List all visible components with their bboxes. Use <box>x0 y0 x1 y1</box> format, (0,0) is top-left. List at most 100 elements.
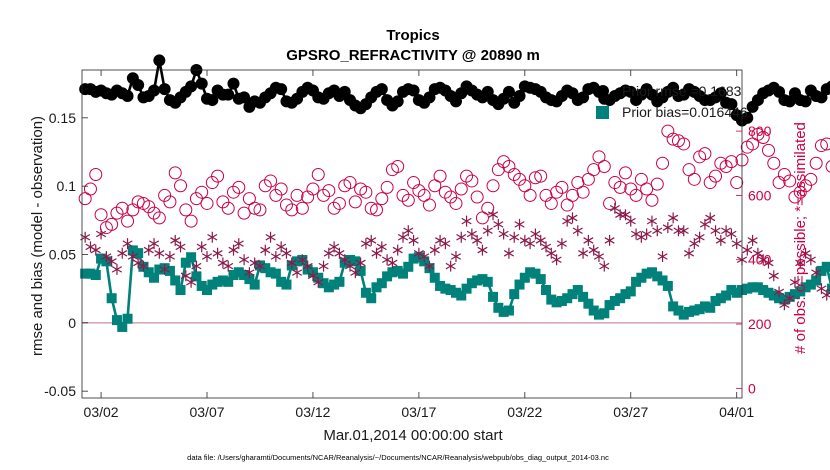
assimilated-point-37 <box>276 241 287 253</box>
possible-point-89 <box>550 185 564 199</box>
assimilated-point-34 <box>260 244 271 256</box>
x-tick-label: 03/22 <box>507 404 542 420</box>
rmse-point-28 <box>227 77 240 90</box>
possible-point-113 <box>677 137 691 151</box>
assimilated-point-116 <box>694 231 705 243</box>
assimilated-point-80 <box>503 247 514 259</box>
chart-subtitle: GPSRO_REFRACTIVITY @ 20890 m <box>286 47 540 64</box>
assimilated-point-51 <box>350 267 361 279</box>
possible-point-30 <box>237 206 251 220</box>
bias-point-48 <box>334 276 345 287</box>
possible-point-17 <box>168 166 182 180</box>
bias-point-57 <box>382 271 393 282</box>
bias-point-37 <box>276 276 287 287</box>
bias-point-103 <box>625 286 636 297</box>
bias-point-58 <box>387 267 398 278</box>
bias-point-27 <box>223 276 234 287</box>
assimilated-point-2 <box>90 244 101 256</box>
assimilated-point-45 <box>318 260 329 272</box>
assimilated-point-14 <box>154 247 165 259</box>
bias-point-101 <box>615 293 626 304</box>
bias-point-12 <box>143 267 154 278</box>
bias-point-13 <box>149 272 160 283</box>
bias-point-10 <box>133 248 144 259</box>
assimilated-point-96 <box>588 244 599 256</box>
assimilated-point-109 <box>657 251 668 263</box>
possible-point-104 <box>629 188 643 202</box>
assimilated-point-82 <box>514 218 525 230</box>
assimilated-point-99 <box>604 234 615 246</box>
assimilated-point-20 <box>186 276 197 288</box>
bias-point-140 <box>821 261 830 272</box>
possible-point-90 <box>555 180 569 194</box>
axes-box <box>81 69 743 399</box>
possible-point-27 <box>221 201 235 215</box>
bias-point-80 <box>503 305 514 316</box>
possible-point-94 <box>576 185 590 199</box>
assimilated-point-33 <box>254 260 266 272</box>
bias-point-95 <box>583 298 594 309</box>
possible-point-48 <box>332 196 346 210</box>
bias-point-88 <box>546 294 557 305</box>
bias-point-28 <box>228 270 239 280</box>
bias-point-17 <box>170 275 181 286</box>
bias-point-86 <box>535 274 546 285</box>
x-tick-label: 04/01 <box>719 404 754 420</box>
bias-point-60 <box>397 268 408 279</box>
possible-point-65 <box>422 198 436 212</box>
bias-point-18 <box>175 285 186 296</box>
possible-point-107 <box>645 193 659 207</box>
bias-point-0 <box>80 268 91 279</box>
possible-point-50 <box>343 176 357 190</box>
assimilated-point-64 <box>419 251 430 263</box>
possible-point-140 <box>820 137 830 151</box>
possible-point-100 <box>608 176 622 190</box>
assimilated-point-9 <box>127 251 138 263</box>
rmse-point-141 <box>826 80 830 93</box>
assimilated-point-55 <box>371 247 382 259</box>
bias-point-92 <box>567 289 578 300</box>
possible-point-10 <box>131 195 145 209</box>
assimilated-point-19 <box>180 270 191 282</box>
possible-point-39 <box>285 203 299 217</box>
possible-point-38 <box>279 198 293 212</box>
y-right-tick-label: 800 <box>748 123 772 139</box>
assimilated-point-23 <box>201 251 213 263</box>
bias-point-30 <box>239 270 250 280</box>
y-left-tick-label: 0 <box>68 315 76 331</box>
bias-point-26 <box>217 275 228 286</box>
assimilated-point-126 <box>747 234 758 246</box>
possible-point-35 <box>264 174 278 188</box>
possible-point-5 <box>105 217 119 231</box>
possible-point-76 <box>481 201 495 215</box>
legend: Prior rmse =0.1683 Prior bias=0.016446 <box>596 83 748 120</box>
rmse-point-120 <box>714 87 727 100</box>
possible-point-14 <box>152 211 166 225</box>
possible-point-111 <box>666 132 680 146</box>
possible-point-74 <box>470 190 484 204</box>
assimilated-point-17 <box>170 234 181 246</box>
assimilated-point-30 <box>239 254 250 266</box>
assimilated-point-22 <box>196 241 207 253</box>
bias-point-14 <box>154 264 165 275</box>
possible-point-29 <box>232 180 246 194</box>
bias-point-104 <box>631 276 642 287</box>
bias-point-40 <box>292 256 303 267</box>
assimilated-point-137 <box>805 254 816 266</box>
bias-point-9 <box>127 245 138 256</box>
assimilated-point-100 <box>609 202 620 214</box>
possible-point-43 <box>306 182 320 196</box>
bias-point-2 <box>90 270 101 280</box>
assimilated-point-84 <box>525 238 536 250</box>
possible-point-72 <box>460 169 474 183</box>
assimilated-point-4 <box>101 251 112 263</box>
assimilated-point-3 <box>96 228 107 240</box>
assimilated-point-29 <box>233 238 244 250</box>
assimilated-point-66 <box>429 244 440 256</box>
legend-rmse-label: Prior rmse =0.1683 <box>622 83 742 99</box>
possible-point-61 <box>401 193 415 207</box>
possible-point-55 <box>370 203 384 217</box>
possible-point-121 <box>719 159 733 173</box>
possible-point-67 <box>433 169 447 183</box>
bias-point-59 <box>392 265 403 276</box>
